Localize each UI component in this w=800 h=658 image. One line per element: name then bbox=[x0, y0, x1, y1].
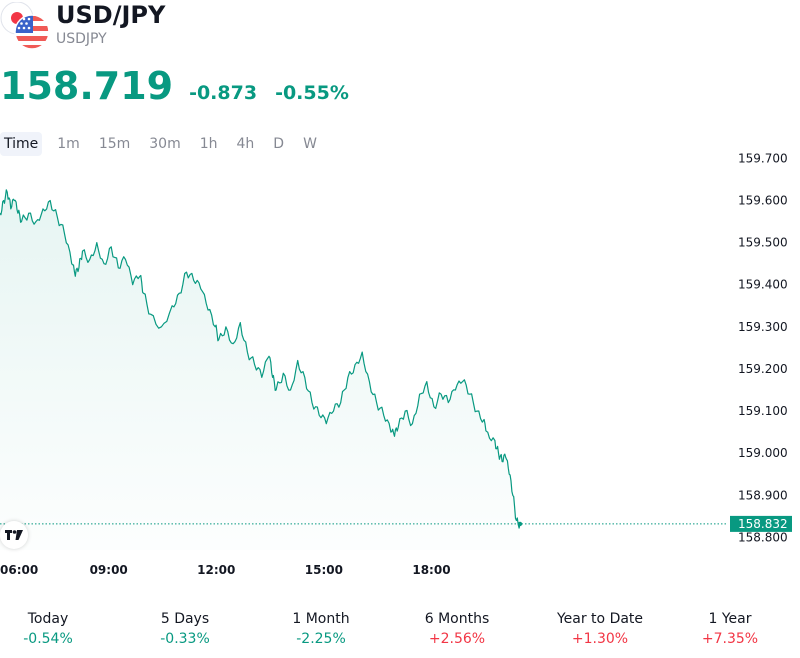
last-price: 158.719 bbox=[0, 64, 174, 108]
y-tick-label: 159.000 bbox=[738, 446, 788, 460]
period-label: Year to Date bbox=[556, 611, 644, 627]
tab-w[interactable]: W bbox=[303, 136, 317, 152]
last-price-tag: 158.832 bbox=[730, 515, 792, 532]
x-tick-label: 18:00 bbox=[412, 563, 450, 577]
period-value: +1.30% bbox=[571, 631, 629, 647]
tab-15m[interactable]: 15m bbox=[98, 136, 131, 152]
y-tick-label: 159.500 bbox=[738, 236, 788, 250]
price-axis: 159.700 159.600 159.500 159.400 159.300 159.2… bbox=[738, 151, 788, 544]
last-price-dot bbox=[517, 521, 523, 527]
y-tick-label: 159.200 bbox=[738, 362, 788, 376]
y-tick-label: 159.700 bbox=[738, 151, 788, 165]
x-tick-label: 15:00 bbox=[305, 563, 343, 577]
y-tick-label: 159.300 bbox=[738, 320, 788, 334]
period-label: 1 Year bbox=[708, 611, 752, 627]
time-axis: 06:00 09:00 12:00 15:00 18:00 bbox=[0, 563, 451, 577]
period-6-months[interactable]: 6 Months +2.56% bbox=[392, 608, 522, 648]
symbol-title: USD/JPY bbox=[56, 1, 166, 29]
tab-4h[interactable]: 4h bbox=[236, 136, 255, 152]
last-price-tag-text: 158.832 bbox=[738, 517, 788, 531]
performance-periods: Today -0.54% 5 Days -0.33% 1 Month -2.25… bbox=[0, 608, 800, 652]
tab-1m[interactable]: 1m bbox=[57, 136, 80, 152]
x-tick-label: 09:00 bbox=[90, 563, 128, 577]
tab-30m[interactable]: 30m bbox=[149, 136, 181, 152]
tradingview-logo-icon[interactable] bbox=[0, 521, 28, 549]
tab-1h[interactable]: 1h bbox=[199, 136, 218, 152]
tab-d[interactable]: D bbox=[273, 136, 285, 152]
price-change: -0.873 bbox=[189, 82, 258, 104]
period-value: -2.25% bbox=[296, 631, 346, 647]
quote-row: 158.719 -0.873 -0.55% bbox=[0, 64, 349, 108]
currency-flags bbox=[0, 1, 52, 52]
period-label: 5 Days bbox=[160, 611, 210, 627]
period-1-year[interactable]: 1 Year +7.35% bbox=[665, 608, 795, 648]
y-tick-label: 158.900 bbox=[738, 488, 788, 502]
period-value: +2.56% bbox=[428, 631, 486, 647]
price-line bbox=[0, 189, 521, 529]
period-label: 1 Month bbox=[292, 611, 350, 627]
us-flag-icon bbox=[14, 14, 50, 50]
price-change-percent: -0.55% bbox=[275, 82, 349, 104]
period-5-days[interactable]: 5 Days -0.33% bbox=[120, 608, 250, 648]
period-1-month[interactable]: 1 Month -2.25% bbox=[256, 608, 386, 648]
y-tick-label: 159.600 bbox=[738, 194, 788, 208]
period-year-to-date[interactable]: Year to Date +1.30% bbox=[535, 608, 665, 648]
y-tick-label: 159.400 bbox=[738, 278, 788, 292]
period-label: 6 Months bbox=[424, 611, 490, 627]
y-tick-label: 158.800 bbox=[738, 530, 788, 544]
period-value: +7.35% bbox=[701, 631, 759, 647]
x-tick-label: 12:00 bbox=[197, 563, 235, 577]
x-tick-label: 06:00 bbox=[0, 563, 38, 577]
timeframe-tabs: Time 1m 15m 30m 1h 4h D W bbox=[0, 132, 332, 156]
tab-time[interactable]: Time bbox=[0, 132, 43, 156]
y-tick-label: 159.100 bbox=[738, 404, 788, 418]
period-label: Today bbox=[27, 611, 69, 627]
symbol-ticker: USDJPY bbox=[56, 31, 107, 47]
price-chart[interactable]: 159.700 159.600 159.500 159.400 159.300 159.2… bbox=[0, 150, 800, 590]
period-value: -0.33% bbox=[160, 631, 210, 647]
period-value: -0.54% bbox=[23, 631, 73, 647]
period-today[interactable]: Today -0.54% bbox=[0, 608, 113, 648]
